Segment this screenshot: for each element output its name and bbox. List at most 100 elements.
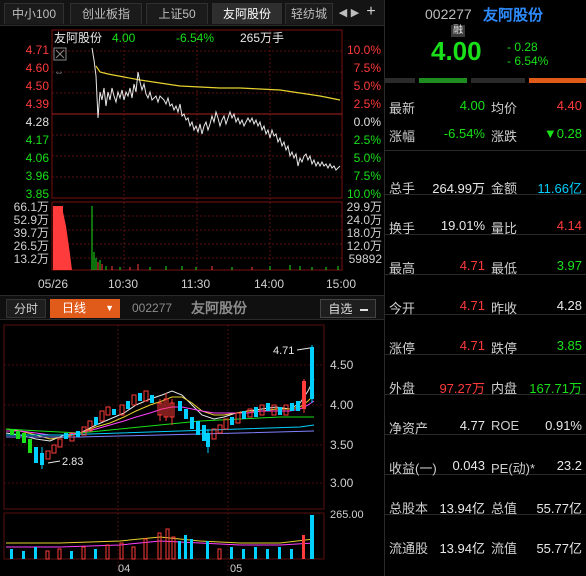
quote-label: 金额 [491,181,518,196]
quote-label: 最高 [389,261,416,276]
stock-tab-bar: 中小100 创业板指 上证50 友阿股份 轻纺城 ◀ ▶ + [0,0,384,26]
quote-value: 4.77 [459,418,485,433]
vol-tick: 29.9万 [347,200,382,214]
quote-value: 3.85 [556,338,582,353]
vol-tick: 13.2万 [14,252,49,266]
quote-label: PE(动)* [491,461,536,476]
collapse-arrows-icon[interactable]: ⇔ [54,67,64,78]
quote-label: 今开 [389,301,416,316]
quote-value: 55.77亿 [536,541,582,556]
quote-value: 4.40 [556,98,582,113]
quote-change-pct: - 6.54% [507,54,549,68]
quote-label: 净资产 [389,421,429,436]
kline-month-tick: 04 [118,563,130,575]
period-select[interactable]: 日线 ▼ [50,299,120,318]
quote-value: 4.71 [459,338,485,353]
tab-next-icon[interactable]: ▶ [350,7,360,19]
bid-ask-strip [385,78,415,83]
watchlist-button[interactable]: 自选 [320,299,376,318]
quote-separator [385,394,586,395]
quote-label: 外盘 [389,381,416,396]
kline-stock-code: 002277 [132,301,173,315]
quote-separator [385,514,586,515]
quote-big-price: 4.00 [431,36,482,66]
quote-separator [385,194,586,195]
quote-label: 流值 [491,541,518,556]
pct-tick: 10.0% [347,43,381,57]
quote-separator [385,434,586,435]
pct-tick: 2.5% [354,97,382,111]
quote-row: 最高 4.71 最低 3.97 [385,254,586,278]
quote-label: 量比 [491,221,518,236]
quote-label: 收益(一) [389,461,437,476]
quote-label: 昨收 [491,301,518,316]
quote-label: 涨停 [389,341,416,356]
vol-tick: 66.1万 [14,200,49,214]
quote-value: -6.54% [443,126,485,141]
pct-tick: 5.0% [354,151,382,165]
quote-row: 收益(一) 0.043 PE(动)* 23.2 [385,454,586,478]
kline-low-label: 2.83 [62,456,83,468]
time-tick: 14:00 [254,277,284,291]
tab-qingfangcheng[interactable]: 轻纺城 [285,3,333,24]
quote-value: 4.28 [556,298,582,313]
quote-row: 最新 4.00 均价 4.40 [385,94,586,118]
quote-value: 0.043 [452,458,485,473]
quote-label: 总手 [389,181,416,196]
quote-separator [385,354,586,355]
kline-price-tick: 4.50 [330,358,354,372]
quote-row: 总手 264.99万 金额 11.66亿 [385,174,586,198]
quote-value: 11.66亿 [537,181,582,196]
pct-tick: 0.0% [354,115,382,129]
quote-label: 内盘 [491,381,518,396]
tab-prev-icon[interactable]: ◀ [338,7,348,19]
intraday-chart[interactable]: ⇔ 友阿股份 4.00 -6.54% 265万手 4.71 4.60 4.50 … [0,26,384,295]
kline-price-tick: 4.00 [330,398,354,412]
tab-shangzheng50[interactable]: 上证50 [146,3,208,24]
quote-label: 最低 [491,261,518,276]
tab-youa[interactable]: 友阿股份 [212,3,282,24]
vol-tick: 12.0万 [347,239,382,253]
tab-chuangyeban[interactable]: 创业板指 [70,3,142,24]
watchlist-label: 自选 [328,302,353,316]
pct-tick: 7.5% [354,61,382,75]
kline-high-label: 4.71 [273,345,294,357]
time-tick: 05/26 [38,277,68,291]
fenshi-button[interactable]: 分时 [6,299,46,318]
quote-stock-name: 友阿股份 [483,7,544,24]
quote-row: 流通股 13.94亿 流值 55.77亿 [385,534,586,558]
quote-row: 涨停 4.71 跌停 3.85 [385,334,586,358]
time-tick: 11:30 [181,277,210,291]
quote-row: 换手 19.01% 量比 4.14 [385,214,586,238]
quote-value: ▼0.28 [543,126,582,141]
price-tick: 4.71 [26,43,50,57]
close-icon[interactable] [53,47,67,61]
quote-value: 23.2 [556,458,582,473]
quote-label: 均价 [491,101,518,116]
minus-icon [359,308,368,311]
intraday-change-pct: -6.54% [176,31,214,45]
period-label: 日线 [62,301,87,315]
intraday-volume: 265万手 [240,31,284,45]
quote-label: ROE [491,418,520,433]
intraday-price: 4.00 [112,31,136,45]
kline-chart[interactable]: 4.71 2.83 4.50 4.00 3.50 3.00 265.00 [0,321,384,576]
quote-label: 跌停 [491,341,518,356]
margin-badge: 融 [451,25,465,37]
quote-label: 流通股 [389,541,429,556]
quote-label: 总值 [491,501,518,516]
kline-vol-tick: 265.00 [330,509,364,521]
quote-value: 167.71万 [529,381,582,396]
vol-tick: 59892 [349,252,383,266]
vol-tick: 39.7万 [14,226,49,240]
quote-label: 总股本 [389,501,429,516]
tab-zhongxiao100[interactable]: 中小100 [4,3,64,24]
price-tick: 4.60 [26,61,50,75]
quote-row: 涨幅 -6.54% 涨跌 ▼0.28 [385,122,586,146]
pct-tick: 7.5% [354,169,382,183]
quote-value: 4.71 [459,298,485,313]
quote-separator [385,474,586,475]
bid-ask-strip [419,78,467,83]
add-tab-icon[interactable]: + [366,3,376,20]
kline-toolbar: 分时 日线 ▼ 002277 友阿股份 自选 [0,295,384,320]
